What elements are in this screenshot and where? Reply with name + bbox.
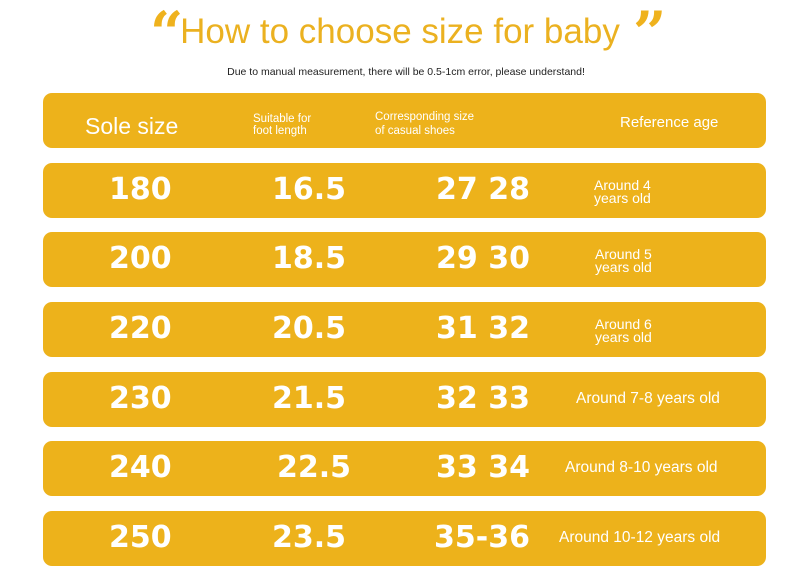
foot-length-cell: 18.5 xyxy=(272,241,347,276)
reference-age-line1: Around 6 xyxy=(595,316,652,332)
table-row: 240 22.5 33 34 Around 8-10 years old xyxy=(43,441,766,496)
sole-size-cell: 180 xyxy=(109,172,172,207)
open-quote-mark: “ xyxy=(150,0,184,67)
sole-size-cell: 230 xyxy=(109,381,172,416)
header-foot-length-line1: Suitable for xyxy=(253,113,312,125)
header-reference-age: Reference age xyxy=(620,114,719,131)
reference-age-line1: Around 5 xyxy=(595,246,652,262)
foot-length-cell: 22.5 xyxy=(277,450,352,485)
reference-age-line2: years old xyxy=(595,329,652,345)
header-foot-length-line2: foot length xyxy=(253,125,307,137)
sole-size-cell: 200 xyxy=(109,241,172,276)
page-title: How to choose size for baby xyxy=(180,12,620,51)
shoe-size-cell: 31 32 xyxy=(436,311,530,346)
reference-age-cell: Around 7-8 years old xyxy=(576,390,720,407)
reference-age-cell: Around 10-12 years old xyxy=(559,529,721,546)
shoe-size-cell: 33 34 xyxy=(436,450,530,485)
sole-size-cell: 250 xyxy=(109,520,172,555)
table-row: 200 18.5 29 30 Around 5 years old xyxy=(43,232,766,287)
shoe-size-cell: 27 28 xyxy=(436,172,530,207)
table-row: 220 20.5 31 32 Around 6 years old xyxy=(43,302,766,357)
sole-size-cell: 240 xyxy=(109,450,172,485)
shoe-size-cell: 29 30 xyxy=(436,241,530,276)
measurement-note: Due to manual measurement, there will be… xyxy=(227,66,585,78)
header-shoe-size-line2: of casual shoes xyxy=(375,125,455,137)
close-quote-mark: ” xyxy=(633,0,667,67)
shoe-size-cell: 35-36 xyxy=(434,520,530,555)
reference-age-cell: Around 8-10 years old xyxy=(565,459,718,476)
sole-size-cell: 220 xyxy=(109,311,172,346)
foot-length-cell: 16.5 xyxy=(272,172,347,207)
reference-age-line2: years old xyxy=(594,190,651,206)
foot-length-cell: 20.5 xyxy=(272,311,347,346)
reference-age-line1: Around 4 xyxy=(594,177,651,193)
reference-age-line2: years old xyxy=(595,259,652,275)
size-table-header: Sole size Suitable for foot length Corre… xyxy=(43,93,766,148)
table-row: 180 16.5 27 28 Around 4 years old xyxy=(43,163,766,218)
header-shoe-size-line1: Corresponding size xyxy=(375,111,475,123)
table-row: 230 21.5 32 33 Around 7-8 years old xyxy=(43,372,766,427)
shoe-size-cell: 32 33 xyxy=(436,381,530,416)
foot-length-cell: 23.5 xyxy=(272,520,347,555)
foot-length-cell: 21.5 xyxy=(272,381,347,416)
header-sole-size: Sole size xyxy=(85,113,179,139)
table-row: 250 23.5 35-36 Around 10-12 years old xyxy=(43,511,766,566)
